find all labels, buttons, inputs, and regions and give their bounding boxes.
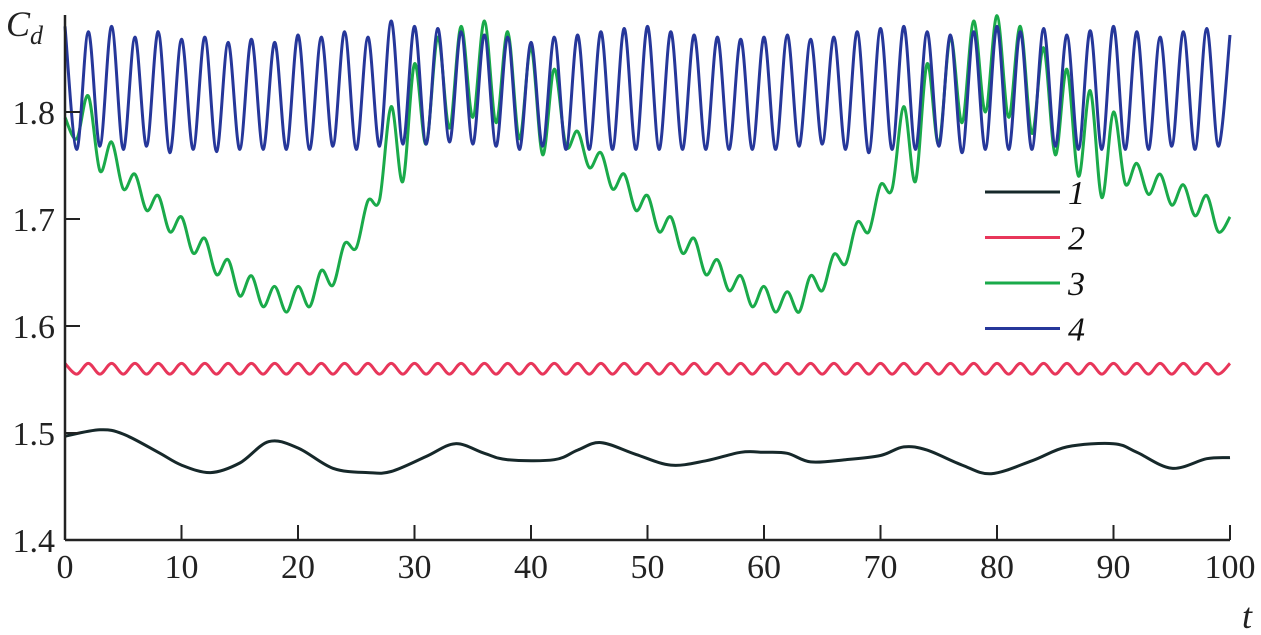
x-tick-label: 10 bbox=[165, 549, 199, 586]
legend-item-3: 3 bbox=[985, 266, 1085, 303]
series-line-3 bbox=[63, 14, 1232, 314]
x-tick-label: 40 bbox=[514, 549, 548, 586]
legend-label: 3 bbox=[1067, 266, 1085, 303]
y-tick-label: 1.5 bbox=[13, 416, 56, 453]
x-tick-label: 30 bbox=[398, 549, 432, 586]
x-tick-label: 50 bbox=[631, 549, 665, 586]
x-tick-label: 70 bbox=[864, 549, 898, 586]
y-tick-label: 1.4 bbox=[13, 523, 56, 560]
y-tick-label: 1.6 bbox=[13, 309, 56, 346]
x-tick-label: 80 bbox=[980, 549, 1014, 586]
legend-label: 1 bbox=[1068, 175, 1085, 212]
legend-label: 4 bbox=[1068, 312, 1085, 349]
series-line-2 bbox=[63, 361, 1232, 376]
x-axis-title: t bbox=[1242, 596, 1253, 635]
series-line-4 bbox=[63, 19, 1232, 155]
legend-label: 2 bbox=[1068, 221, 1085, 258]
x-tick-label: 90 bbox=[1097, 549, 1131, 586]
axes: 0 10 20 30 40 50 60 70 80 90 100 1.4 1.5 1.6 1.7 1.8 bbox=[13, 15, 1256, 586]
legend: 1 2 3 4 bbox=[985, 175, 1085, 349]
legend-item-2: 2 bbox=[985, 221, 1085, 258]
legend-item-4: 4 bbox=[985, 312, 1085, 349]
series-layer bbox=[63, 14, 1232, 476]
y-tick-label: 1.8 bbox=[13, 95, 56, 132]
x-tick-label: 100 bbox=[1205, 549, 1256, 586]
series-line-1 bbox=[64, 428, 1231, 476]
y-tick-label: 1.7 bbox=[13, 202, 56, 239]
y-axis-title: Cd bbox=[6, 4, 44, 50]
x-tick-label: 0 bbox=[57, 549, 74, 586]
x-tick-label: 20 bbox=[281, 549, 315, 586]
legend-item-1: 1 bbox=[985, 175, 1085, 212]
x-tick-label: 60 bbox=[747, 549, 781, 586]
